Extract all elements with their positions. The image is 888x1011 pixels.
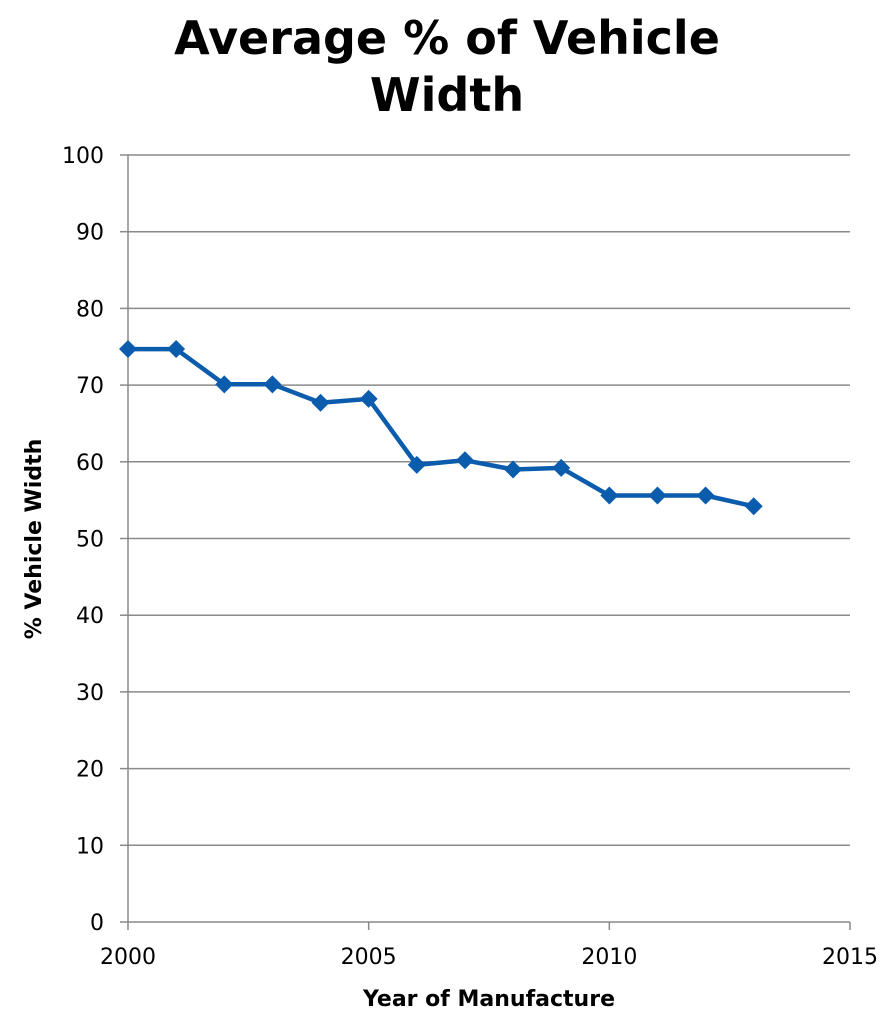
- x-tick-label-2000: 2000: [100, 945, 156, 970]
- y-tick-label-60: 60: [76, 451, 104, 476]
- gridlines: [128, 154, 850, 847]
- y-tick-label-0: 0: [90, 911, 104, 936]
- y-tick-label-50: 50: [76, 528, 104, 553]
- y-tick-label-80: 80: [76, 297, 104, 322]
- x-tick-label-2015: 2015: [822, 945, 878, 970]
- y-axis-title: % Vehicle Width: [22, 439, 47, 640]
- y-tick-label-90: 90: [76, 221, 104, 246]
- data-point-2012: [696, 486, 715, 505]
- data-point-2010: [600, 486, 619, 505]
- x-tick-label-2010: 2010: [581, 945, 637, 970]
- data-point-2006: [407, 455, 426, 474]
- data-point-2002: [215, 375, 234, 394]
- series-group: [119, 340, 763, 516]
- chart-title-line-2: Width: [370, 68, 524, 122]
- y-tick-label-100: 100: [62, 144, 104, 169]
- data-point-2013: [744, 497, 763, 516]
- y-tick-label-10: 10: [76, 834, 104, 859]
- axes: [120, 154, 851, 930]
- data-point-2004: [311, 393, 330, 412]
- x-tick-label-2005: 2005: [341, 945, 397, 970]
- tick-labels: 0 10 20 30 40 50 60 70 80 90 100 2000 2005 2010 2015: [62, 144, 878, 970]
- data-point-2005: [359, 389, 378, 408]
- y-tick-label-40: 40: [76, 604, 104, 629]
- y-tick-label-70: 70: [76, 374, 104, 399]
- data-point-2008: [504, 460, 523, 479]
- data-point-2000: [119, 340, 137, 359]
- x-axis-title: Year of Manufacture: [362, 987, 615, 1011]
- data-point-2003: [263, 375, 282, 394]
- y-tick-label-20: 20: [76, 758, 104, 783]
- y-tick-label-30: 30: [76, 681, 104, 706]
- data-point-2011: [648, 486, 667, 505]
- data-point-2009: [552, 458, 571, 477]
- data-point-2001: [167, 340, 186, 359]
- series-line-0: [128, 346, 755, 509]
- chart-title-line-1: Average % of Vehicle: [174, 11, 720, 65]
- data-point-2007: [455, 451, 474, 470]
